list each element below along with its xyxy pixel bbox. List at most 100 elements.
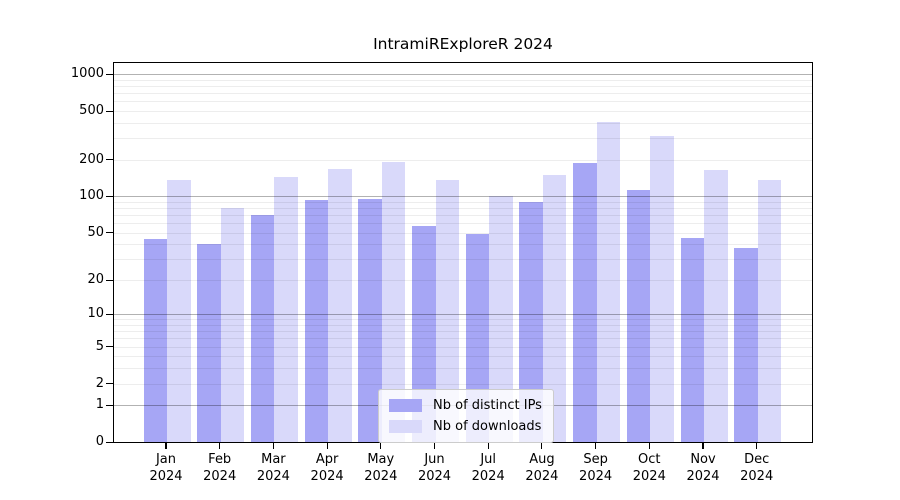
x-tick-month: Feb [208,452,232,467]
x-tick-mark [541,443,543,449]
x-tick-year: 2024 [417,469,452,484]
x-tick-label-may: May 2024 [349,451,413,485]
gridline-minor [114,368,812,370]
x-tick-label-oct: Oct 2024 [617,451,681,485]
y-tick-label: 2 [95,375,104,391]
x-tick-year: 2024 [203,469,237,484]
gridline-minor [114,111,812,113]
gridline-minor [114,122,812,124]
y-tick-mark [106,404,113,406]
y-tick-mark [106,73,113,75]
x-tick-year: 2024 [149,469,183,484]
x-tick-mark [702,443,704,449]
bar-nb-of-downloads-may [381,162,406,442]
bar-nb-of-distinct-ips-jan [143,239,167,442]
y-tick-label: 1 [95,397,104,413]
gridline-major [114,314,812,316]
y-tick-mark [106,159,113,161]
x-tick-label-dec: Dec 2024 [725,451,789,485]
y-tick-mark [106,279,113,281]
bar-nb-of-distinct-ips-mar [250,215,275,442]
bar-nb-of-downloads-apr [328,168,352,442]
x-tick-month: Sep [583,452,608,467]
x-tick-label-jul: Jul 2024 [456,451,520,485]
legend-swatch-nb-of-distinct-ips [389,399,422,412]
y-tick-label: 10 [87,306,104,322]
bar-nb-of-downloads-feb [220,208,245,442]
gridline-minor [114,356,812,358]
x-tick-month: Jan [155,452,177,467]
gridline-minor [114,138,812,140]
y-tick-label: 0 [95,434,104,449]
gridline-minor [114,338,812,340]
x-tick-year: 2024 [632,469,666,484]
x-tick-month: Nov [690,452,716,467]
y-tick-mark [106,110,113,112]
bar-nb-of-downloads-dec [757,179,782,442]
x-tick-label-apr: Apr 2024 [295,451,359,485]
y-tick-mark [106,346,113,348]
y-tick-mark [106,383,113,385]
gridline-minor [114,79,812,81]
y-tick-label: 200 [79,151,104,167]
x-tick-month: Oct [638,452,661,467]
bar-nb-of-distinct-ips-may [358,199,382,442]
y-tick-label: 50 [87,224,104,240]
x-tick-month: Aug [529,452,555,467]
gridline-minor [114,215,812,217]
legend-row-nb-of-distinct-ips: Nb of distinct IPs [389,395,542,416]
gridline-minor [114,232,812,234]
gridline-minor [114,208,812,210]
legend-label: Nb of distinct IPs [433,398,542,413]
x-tick-label-sep: Sep 2024 [564,451,628,485]
x-tick-label-nov: Nov 2024 [671,451,735,485]
x-tick-mark [326,443,328,449]
bar-nb-of-distinct-ips-sep [573,162,597,442]
x-tick-mark [433,443,436,449]
x-tick-year: 2024 [310,469,344,484]
y-tick-label: 100 [79,188,104,204]
legend-row-nb-of-downloads: Nb of downloads [389,416,542,437]
x-tick-month: May [367,452,395,467]
bar-nb-of-downloads-mar [274,176,298,442]
gridline-minor [114,86,812,88]
gridline-minor [114,279,812,281]
legend-label: Nb of downloads [433,419,542,434]
y-tick-mark [106,232,113,234]
gridline-minor [114,101,812,103]
x-tick-month: Mar [261,452,286,467]
bar-nb-of-distinct-ips-nov [680,238,704,442]
x-tick-month: Apr [315,452,339,467]
gridline-minor [114,331,812,333]
y-tick-mark [106,195,113,198]
y-tick-label: 1000 [70,66,104,82]
x-tick-month: Dec [744,452,770,467]
bar-nb-of-distinct-ips-feb [197,244,221,442]
bar-nb-of-downloads-sep [596,121,621,442]
x-tick-mark [487,443,489,449]
bar-nb-of-distinct-ips-jun [412,225,436,442]
x-tick-year: 2024 [256,469,290,484]
y-tick-label: 20 [87,271,104,287]
x-tick-label-jan: Jan 2024 [134,451,198,485]
x-tick-mark [272,443,274,449]
y-tick-label: 500 [79,103,104,119]
x-tick-label-feb: Feb 2024 [188,451,252,485]
x-tick-label-mar: Mar 2024 [241,451,305,485]
x-tick-month: Jul [480,452,497,467]
bar-nb-of-downloads-nov [704,169,728,442]
bar-nb-of-distinct-ips-aug [519,202,543,442]
x-tick-label-aug: Aug 2024 [510,451,574,485]
gridline-major [114,74,812,76]
bar-nb-of-distinct-ips-oct [626,189,651,442]
legend: Nb of distinct IPs Nb of downloads [378,389,554,443]
bar-nb-of-downloads-oct [650,136,674,442]
gridline-minor [114,93,812,95]
gridline-minor [114,346,812,348]
x-tick-mark [219,443,221,449]
x-tick-year: 2024 [471,469,505,484]
x-tick-label-jun: Jun 2024 [403,451,467,485]
legend-swatch-nb-of-downloads [389,420,422,433]
x-tick-year: 2024 [525,469,559,484]
